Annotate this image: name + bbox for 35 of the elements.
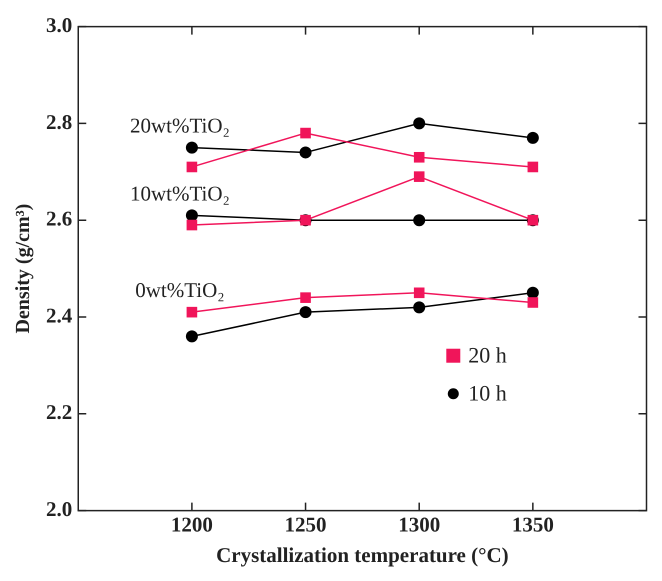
y-tick-label: 2.4 bbox=[46, 303, 73, 328]
point bbox=[186, 220, 198, 230]
point bbox=[300, 292, 311, 303]
point bbox=[528, 297, 538, 308]
point bbox=[526, 132, 539, 144]
point bbox=[186, 162, 198, 172]
x-tick-label: 1300 bbox=[398, 512, 440, 537]
y-tick-label: 2.2 bbox=[46, 400, 72, 424]
point bbox=[300, 146, 312, 158]
annotation: 20wt%TiO₂ bbox=[130, 114, 230, 138]
point bbox=[413, 214, 426, 226]
point bbox=[300, 306, 312, 318]
point bbox=[413, 117, 426, 130]
point bbox=[413, 301, 426, 314]
point bbox=[186, 306, 198, 318]
annotation: 0wt%TiO₂ bbox=[135, 278, 225, 302]
x-tick-label: 1350 bbox=[512, 512, 554, 537]
annotation: 10wt%TiO₂ bbox=[130, 181, 230, 206]
point bbox=[300, 128, 311, 138]
x-tick-label: 1200 bbox=[170, 512, 213, 537]
point bbox=[414, 287, 425, 298]
point bbox=[414, 152, 425, 163]
x-axis-title: Crystallization temperature (°C) bbox=[216, 542, 509, 567]
legend-label: 10 h bbox=[468, 380, 507, 406]
point bbox=[186, 330, 198, 342]
point bbox=[528, 162, 538, 172]
y-tick-label: 2.6 bbox=[46, 206, 72, 231]
point bbox=[186, 142, 198, 154]
y-axis-title: Density (g/cm³) bbox=[12, 204, 34, 334]
x-tick-label: 1250 bbox=[284, 512, 327, 537]
point bbox=[414, 171, 425, 182]
legend-label: 20 h bbox=[468, 342, 507, 368]
y-tick-label: 2.8 bbox=[46, 110, 72, 134]
y-tick-label: 3.0 bbox=[46, 13, 72, 38]
y-tick-label: 2.0 bbox=[46, 497, 72, 522]
